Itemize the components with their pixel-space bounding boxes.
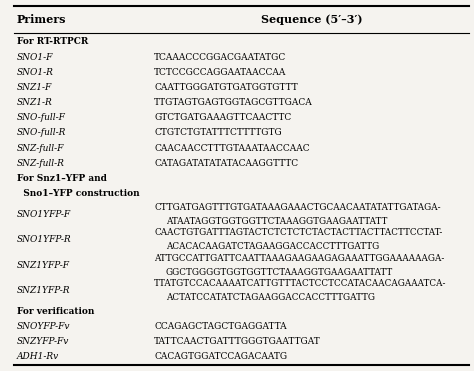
Text: TCAAACCCGGACGAATATGC: TCAAACCCGGACGAATATGC <box>154 53 286 62</box>
Text: ADH1-Rv: ADH1-Rv <box>17 352 59 361</box>
Text: CACAGTGGATCCAGACAATG: CACAGTGGATCCAGACAATG <box>154 352 287 361</box>
Text: SNZ1-F: SNZ1-F <box>17 83 52 92</box>
Text: Sequence (5′–3′): Sequence (5′–3′) <box>261 14 363 25</box>
Text: TTGTAGTGAGTGGTAGCGTTGACA: TTGTAGTGAGTGGTAGCGTTGACA <box>154 98 313 107</box>
Text: For verification: For verification <box>17 306 94 316</box>
Text: CAACAACCTTTGTAAATAACCAAC: CAACAACCTTTGTAAATAACCAAC <box>154 144 310 152</box>
Text: For RT-RTPCR: For RT-RTPCR <box>17 37 88 46</box>
Text: ATAATAGGTGGTGGTTCTAAAGGTGAAGAATTATT: ATAATAGGTGGTGGTTCTAAAGGTGAAGAATTATT <box>166 217 387 226</box>
Text: SNZ1YFP-F: SNZ1YFP-F <box>17 261 70 270</box>
Text: SNO-full-R: SNO-full-R <box>17 128 66 137</box>
Text: TTATGTCCACAAAATCATTGTTTACTCCTCCATACAACAGAAATCA-: TTATGTCCACAAAATCATTGTTTACTCCTCCATACAACAG… <box>154 279 447 288</box>
Text: CAACTGTGATTTAGTACTCTCTCTCTACTACTTACTTACTTCCTAT-: CAACTGTGATTTAGTACTCTCTCTCTACTACTTACTTACT… <box>154 228 442 237</box>
Text: TCTCCGCCAGGAATAACCAA: TCTCCGCCAGGAATAACCAA <box>154 68 286 77</box>
Text: SNZ1YFP-R: SNZ1YFP-R <box>17 286 70 295</box>
Text: GTCTGATGAAAGTTCAACTTC: GTCTGATGAAAGTTCAACTTC <box>154 113 292 122</box>
Text: Sno1–YFP construction: Sno1–YFP construction <box>17 190 139 198</box>
Text: SNZ-full-R: SNZ-full-R <box>17 159 64 168</box>
Text: CTTGATGAGTTTGTGATAAAGAAACTGCAACAATATATTGATAGA-: CTTGATGAGTTTGTGATAAAGAAACTGCAACAATATATTG… <box>154 203 441 212</box>
Text: SNO1-F: SNO1-F <box>17 53 53 62</box>
Text: CAATTGGGATGTGATGGTGTTT: CAATTGGGATGTGATGGTGTTT <box>154 83 298 92</box>
Text: ATTGCCATTGATTCAATTAAAGAAGAAGAGAAATTGGAAAAAAGA-: ATTGCCATTGATTCAATTAAAGAAGAAGAGAAATTGGAAA… <box>154 254 445 263</box>
Text: CATAGATATATATACAAGGTTTC: CATAGATATATATACAAGGTTTC <box>154 159 298 168</box>
Text: CTGTCTGTATTTCTTTTGTG: CTGTCTGTATTTCTTTTGTG <box>154 128 282 137</box>
Text: SNO1YFP-F: SNO1YFP-F <box>17 210 71 219</box>
Text: SNZ-full-F: SNZ-full-F <box>17 144 64 152</box>
Text: SNZ1-R: SNZ1-R <box>17 98 52 107</box>
Text: GGCTGGGGTGGTGGTTCTAAAGGTGAAGAATTATT: GGCTGGGGTGGTGGTTCTAAAGGTGAAGAATTATT <box>166 268 393 277</box>
Text: Primers: Primers <box>17 14 66 25</box>
Text: CCAGAGCTAGCTGAGGATTA: CCAGAGCTAGCTGAGGATTA <box>154 322 287 331</box>
Text: TATTCAACTGATTTGGGTGAATTGAT: TATTCAACTGATTTGGGTGAATTGAT <box>154 337 321 346</box>
Text: ACACACAAGATCTAGAAGGACCACCTTTGATTG: ACACACAAGATCTAGAAGGACCACCTTTGATTG <box>166 242 379 252</box>
Text: For Snz1–YFP and: For Snz1–YFP and <box>17 174 107 183</box>
Text: SNZYFP-Fv: SNZYFP-Fv <box>17 337 69 346</box>
Text: ACTATCCATATCTAGAAGGACCACCTTTGATTG: ACTATCCATATCTAGAAGGACCACCTTTGATTG <box>166 293 375 302</box>
Text: SNOYFP-Fv: SNOYFP-Fv <box>17 322 70 331</box>
Text: SNO1YFP-R: SNO1YFP-R <box>17 235 71 244</box>
Text: SNO-full-F: SNO-full-F <box>17 113 65 122</box>
Text: SNO1-R: SNO1-R <box>17 68 54 77</box>
